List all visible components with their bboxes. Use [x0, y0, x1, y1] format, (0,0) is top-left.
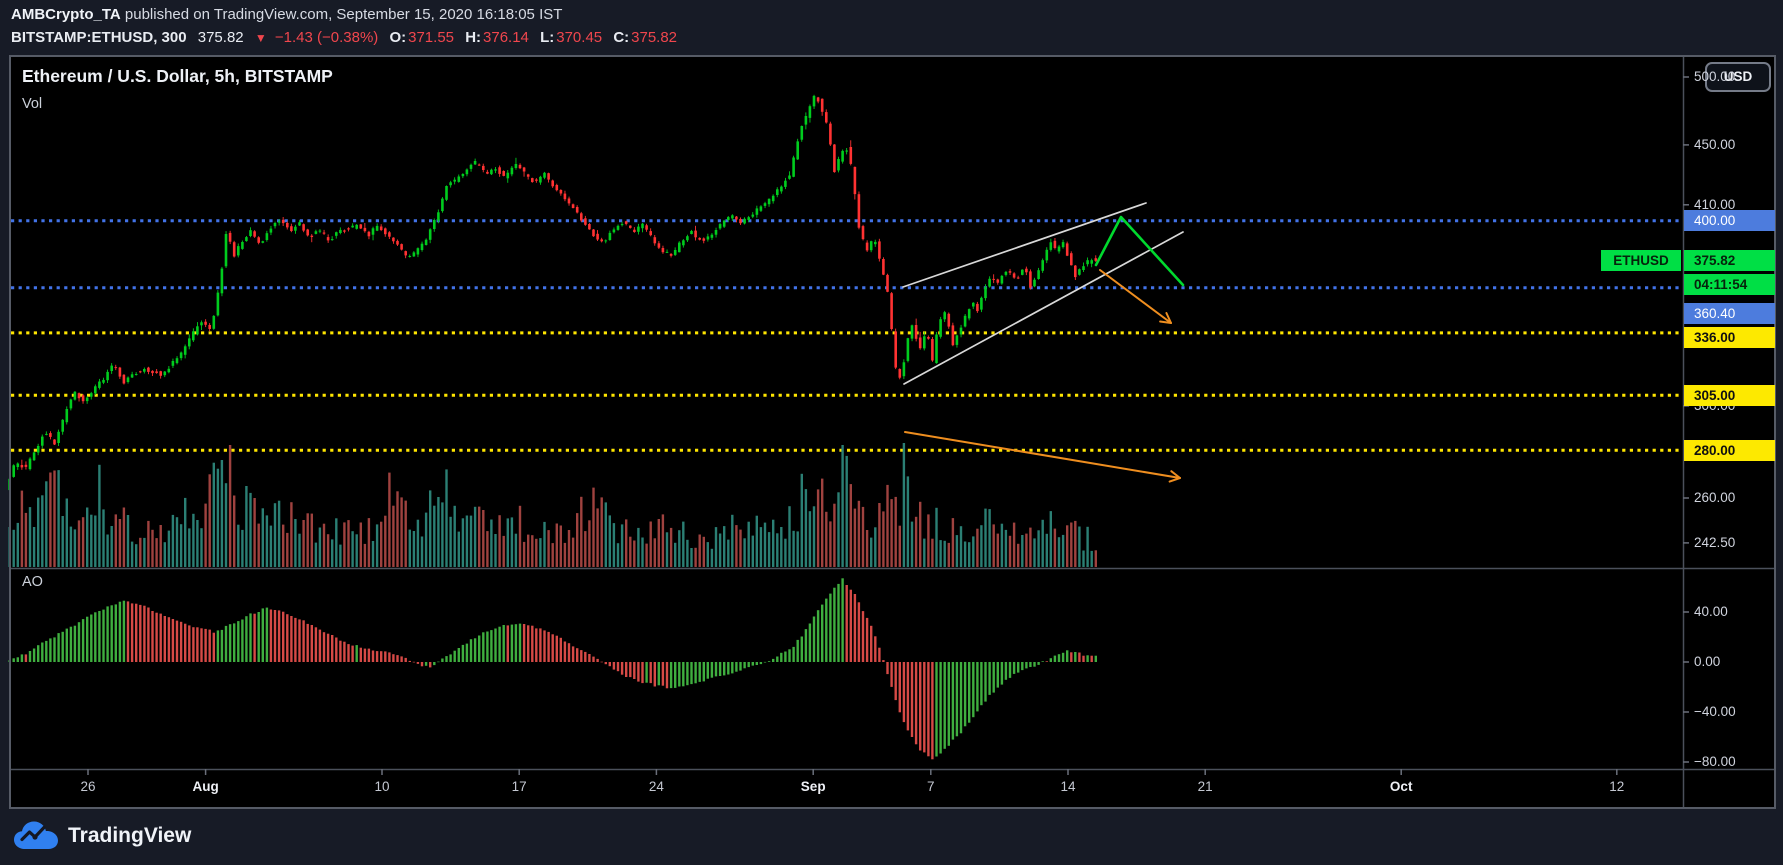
price-tick: 450.00	[1694, 136, 1736, 152]
author-name[interactable]: AMBCrypto_TA	[11, 6, 121, 23]
high-label: H:	[465, 29, 482, 46]
tradingview-logo[interactable]: TradingView	[13, 820, 191, 852]
time-axis-label: 10	[374, 779, 390, 794]
time-axis-label: 14	[1060, 779, 1076, 794]
ao-tick: −40.00	[1694, 704, 1736, 719]
low-label: L:	[540, 29, 555, 46]
price-level-label: 360.40	[1684, 302, 1775, 324]
ao-tick: 0.00	[1694, 654, 1721, 669]
down-triangle-icon: ▼	[254, 31, 267, 45]
open-label: O:	[389, 29, 407, 46]
price-tick: 410.00	[1694, 196, 1736, 212]
time-axis-label: 17	[511, 779, 527, 794]
bar-countdown-label: 04:11:54	[1684, 274, 1775, 295]
time-axis-label: Oct	[1389, 779, 1413, 794]
price-level-label: 336.00	[1684, 326, 1775, 348]
chart-title: Ethereum / U.S. Dollar, 5h, BITSTAMP	[22, 66, 333, 86]
symbol-status-line: BITSTAMP:ETHUSD, 300 375.82 ▼ −1.43 (−0.…	[11, 29, 684, 46]
price-tick: 242.50	[1694, 534, 1736, 550]
price-level-label: 400.00	[1684, 210, 1775, 232]
ao-indicator-label[interactable]: AO	[22, 574, 43, 590]
price-tick: 500.00	[1694, 69, 1736, 85]
close-label: C:	[613, 29, 630, 46]
tradingview-cloud-icon	[14, 821, 58, 849]
ao-tick: −80.00	[1694, 754, 1736, 769]
last-price: 375.82	[197, 29, 244, 46]
publish-header: AMBCrypto_TA published on TradingView.co…	[11, 6, 562, 23]
symbol-name[interactable]: BITSTAMP:ETHUSD, 300	[11, 29, 187, 46]
ao-tick: 40.00	[1694, 604, 1728, 619]
close-value: 375.82	[631, 29, 678, 46]
currency-toggle-button[interactable]: USD	[1705, 62, 1771, 92]
low-value: 370.45	[556, 29, 603, 46]
price-level-label: 305.00	[1684, 384, 1775, 406]
price-level-label: 280.00	[1684, 439, 1775, 461]
time-axis-label: 12	[1609, 779, 1625, 794]
last-price-axis-label: 375.82	[1684, 250, 1775, 271]
time-axis[interactable]	[10, 769, 1683, 808]
open-value: 371.55	[408, 29, 455, 46]
high-value: 376.14	[483, 29, 529, 46]
price-tick: 260.00	[1694, 490, 1736, 506]
volume-indicator-label[interactable]: Vol	[22, 96, 43, 112]
time-axis-label: 24	[648, 779, 664, 794]
tradingview-logo-text: TradingView	[68, 824, 192, 847]
time-axis-label: Aug	[192, 779, 219, 794]
price-change: −1.43 (−0.38%)	[274, 29, 379, 46]
published-text: published on TradingView.com, September …	[120, 6, 563, 23]
time-axis-label: 7	[927, 779, 935, 794]
time-axis-label: 26	[80, 779, 96, 794]
time-axis-label: 21	[1197, 779, 1213, 794]
symbol-price-tag: ETHUSD	[1601, 250, 1681, 271]
time-axis-label: Sep	[800, 779, 826, 794]
